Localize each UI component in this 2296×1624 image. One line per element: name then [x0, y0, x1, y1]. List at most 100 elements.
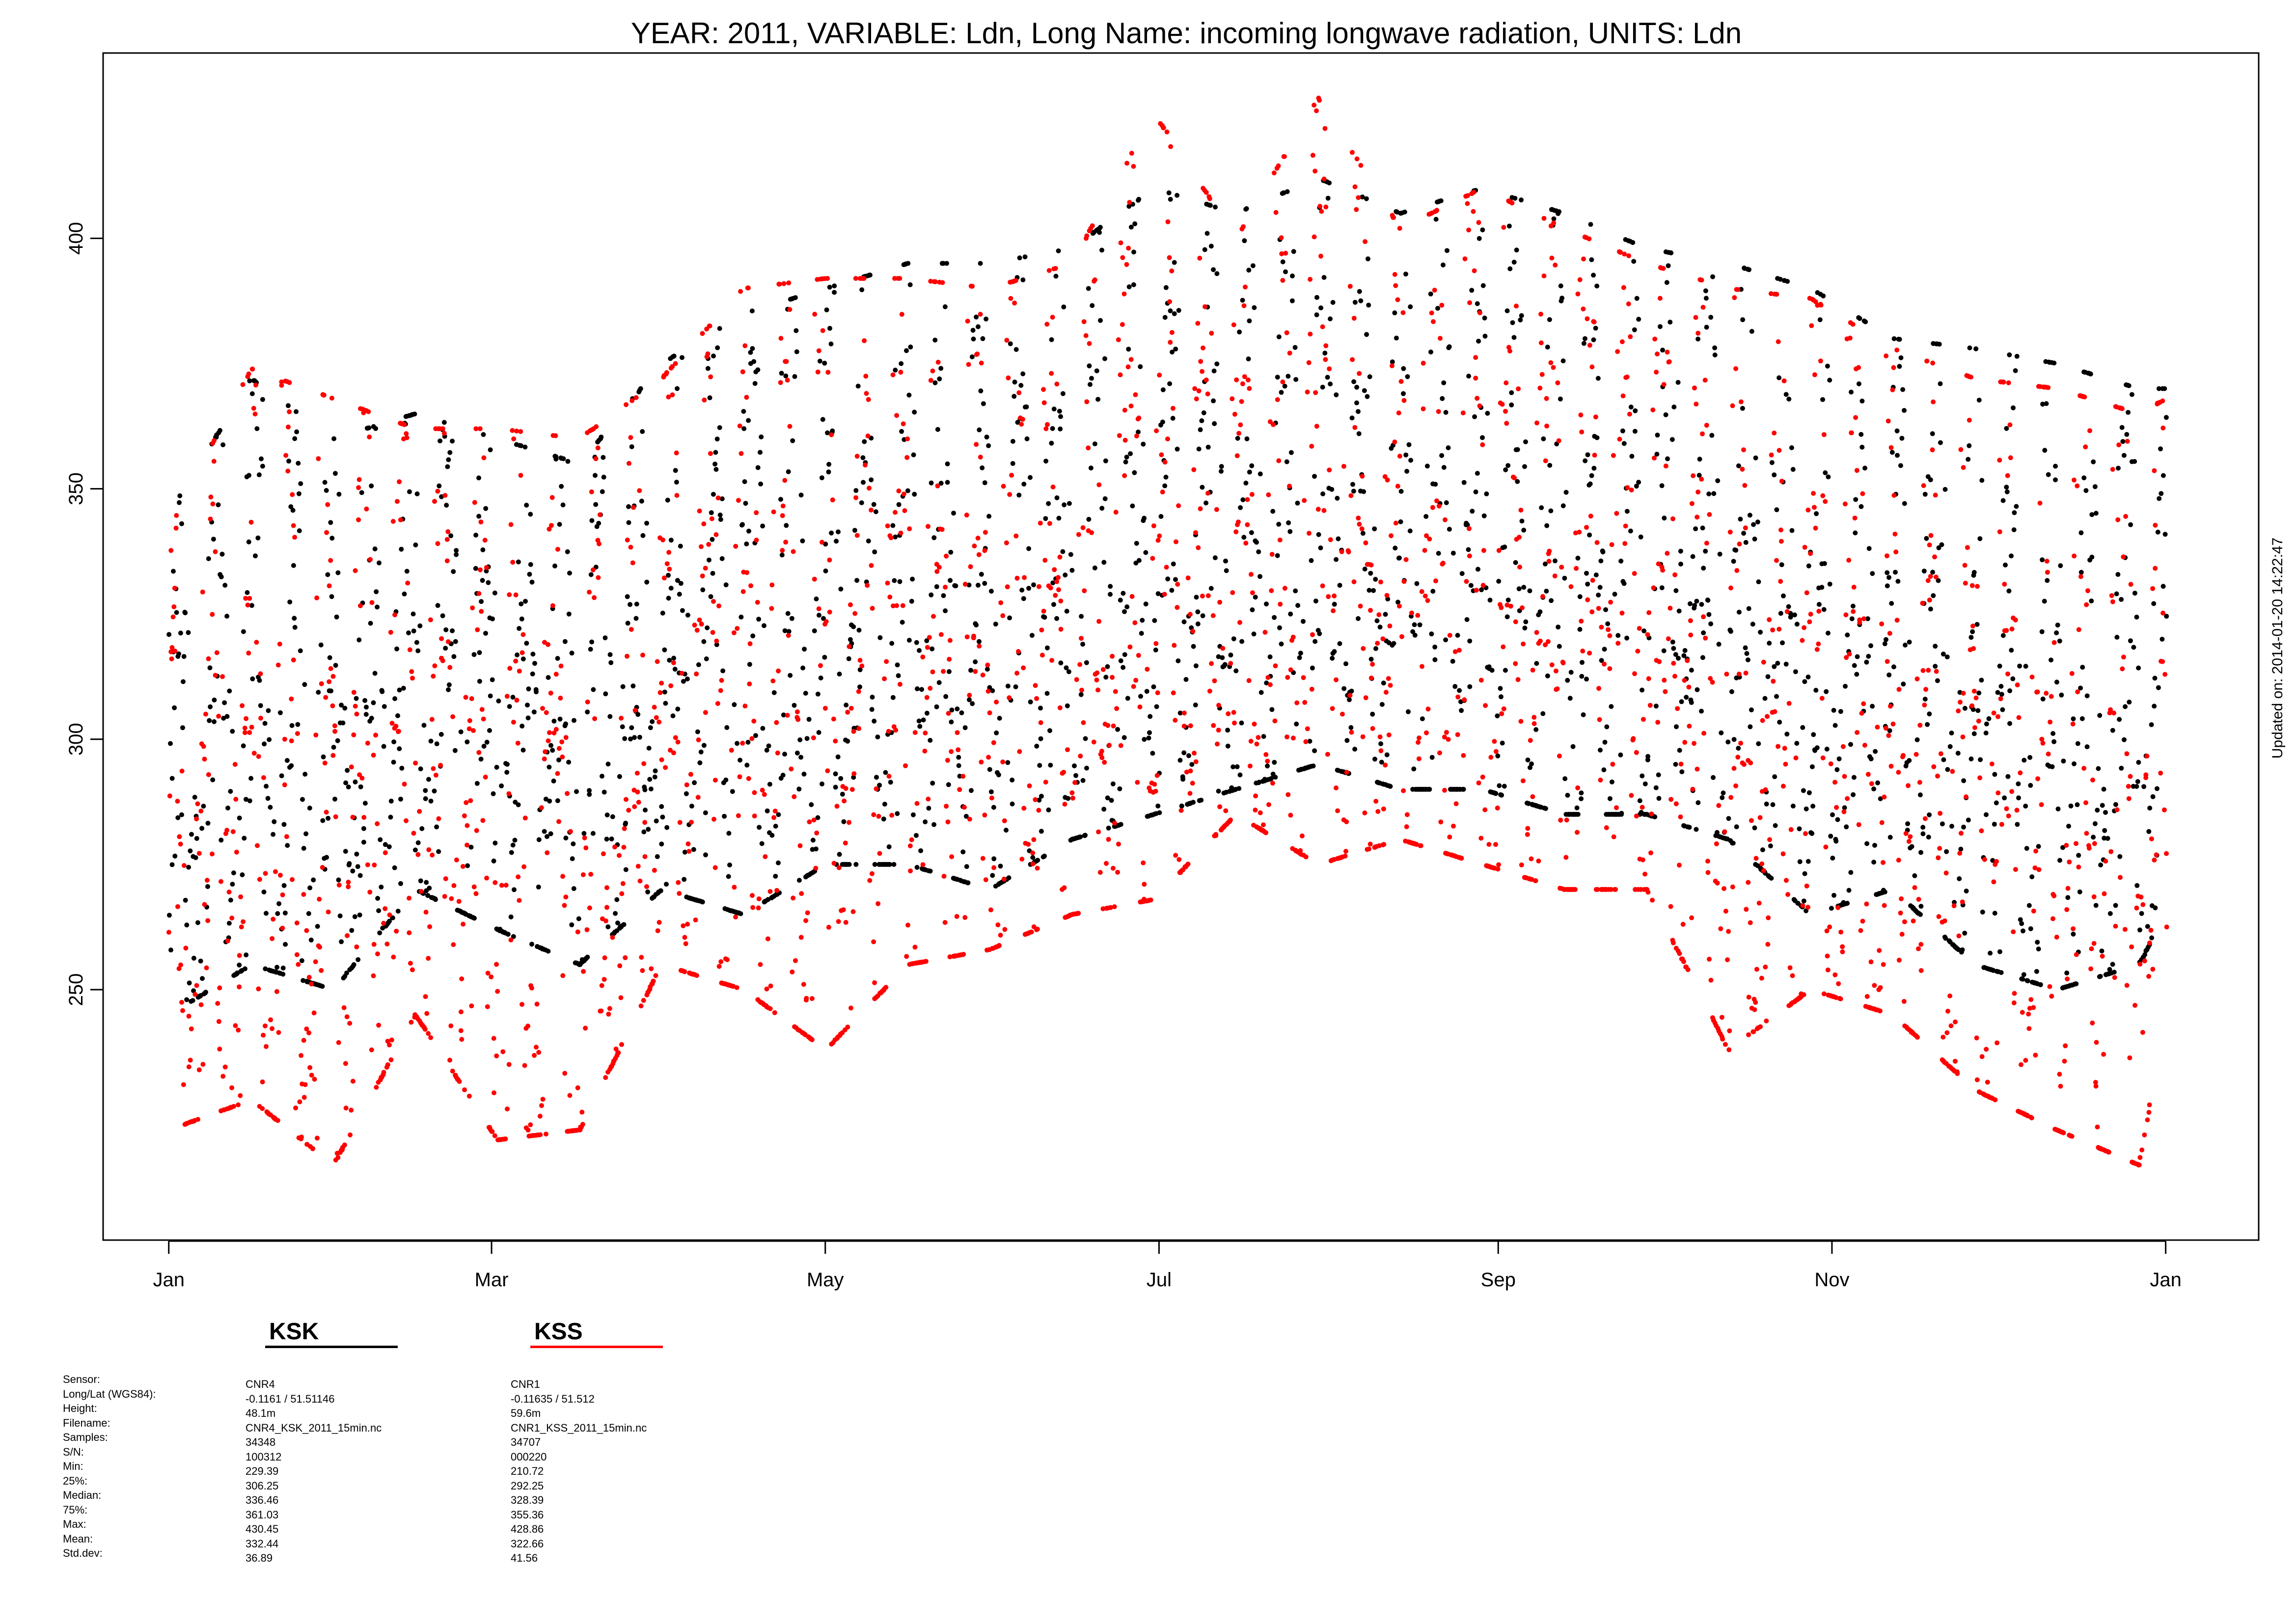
data-point [395, 909, 401, 914]
data-point [660, 814, 665, 820]
data-point [1421, 360, 1426, 366]
data-point [1403, 452, 1409, 458]
data-point [1090, 223, 1095, 228]
data-point [1376, 612, 1382, 618]
data-point [408, 961, 413, 966]
data-point [1140, 618, 1145, 623]
data-point [1097, 225, 1103, 230]
data-point [186, 630, 191, 635]
data-point [1127, 200, 1132, 205]
data-point [1271, 422, 1276, 427]
data-point [418, 878, 423, 884]
data-point [354, 711, 359, 717]
data-point [1288, 812, 1293, 818]
data-point [1577, 277, 1583, 282]
data-point [1551, 365, 1556, 370]
data-point [769, 606, 774, 611]
data-point [771, 690, 777, 695]
data-point [452, 748, 458, 753]
data-point [1293, 588, 1298, 594]
data-point [875, 901, 881, 906]
data-point [1429, 755, 1435, 760]
data-point [477, 678, 482, 684]
data-point [522, 815, 528, 821]
data-point [1920, 825, 1926, 830]
data-point [357, 603, 363, 608]
data-point [289, 696, 294, 702]
data-point [689, 804, 694, 809]
data-point [1173, 853, 1178, 858]
data-point [1596, 593, 1601, 598]
data-point [1086, 286, 1091, 291]
data-point [769, 833, 775, 838]
data-point [738, 289, 743, 294]
data-point [1321, 508, 1327, 513]
data-point [1404, 824, 1409, 829]
data-point [741, 409, 746, 414]
data-point [2071, 931, 2076, 937]
data-point [1632, 327, 1637, 332]
data-point [646, 827, 651, 832]
data-point [292, 535, 298, 540]
data-point [738, 451, 744, 456]
data-point [737, 774, 742, 780]
data-point [436, 849, 441, 854]
data-point [836, 529, 841, 535]
data-point [1286, 520, 1291, 525]
data-point [2126, 410, 2131, 415]
data-point [1157, 533, 1162, 539]
data-point [377, 930, 383, 936]
data-point [1797, 859, 1803, 865]
data-point [1628, 405, 1634, 410]
data-point [857, 667, 863, 673]
data-point [1675, 379, 1681, 385]
data-point [206, 656, 211, 661]
data-point [277, 642, 282, 647]
data-point [1084, 660, 1089, 665]
data-point [1704, 325, 1709, 330]
data-point [516, 559, 521, 565]
data-point [790, 969, 795, 974]
data-point [994, 700, 999, 704]
data-point [1556, 438, 1561, 443]
data-point [389, 721, 395, 726]
data-point [1595, 376, 1601, 381]
data-point [177, 834, 182, 839]
data-point [1213, 833, 1219, 839]
data-point [635, 712, 641, 717]
data-point [820, 328, 825, 333]
data-point [356, 637, 362, 643]
data-point [1359, 526, 1365, 532]
data-point [565, 791, 570, 796]
data-point [602, 955, 607, 960]
data-point [827, 325, 832, 331]
data-point [1375, 641, 1380, 646]
data-point [2081, 475, 2087, 481]
data-point [1263, 752, 1269, 757]
data-point [1102, 496, 1108, 501]
data-point [1522, 464, 1527, 469]
data-point [1403, 271, 1408, 277]
data-point [2093, 511, 2099, 516]
data-point [1385, 477, 1390, 483]
data-point [1195, 621, 1201, 626]
data-point [982, 480, 987, 486]
data-point [544, 1132, 548, 1137]
data-point [1176, 857, 1182, 862]
data-point [1162, 315, 1168, 320]
data-point [306, 1030, 312, 1035]
data-point [2079, 716, 2085, 721]
data-point [944, 553, 949, 559]
data-point [705, 351, 711, 356]
data-point [1579, 429, 1585, 434]
data-point [219, 574, 224, 579]
data-point [939, 527, 945, 532]
data-point [1013, 347, 1019, 352]
data-point [1046, 807, 1051, 812]
data-point [194, 983, 199, 988]
data-point [568, 829, 573, 834]
data-point [1703, 548, 1708, 554]
data-point [2004, 426, 2009, 431]
data-point [483, 506, 489, 511]
data-point [1417, 735, 1421, 741]
